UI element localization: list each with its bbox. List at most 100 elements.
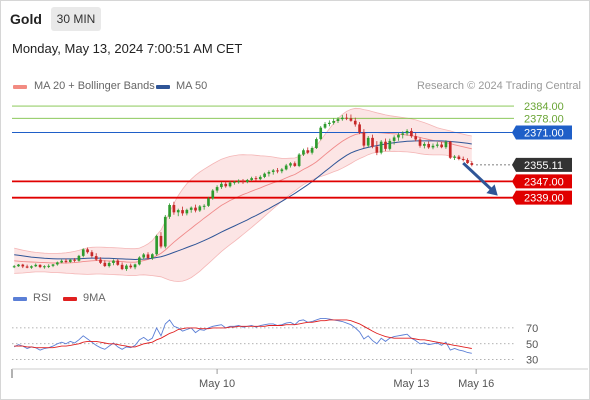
candle-body (427, 143, 431, 148)
legend-label-9ma: 9MA (83, 292, 106, 304)
candle-body (94, 256, 98, 260)
time-axis-label: May 10 (199, 378, 235, 390)
candle-body (310, 148, 314, 153)
rsi-tick-label-50: 50 (526, 339, 538, 351)
candle-body (189, 207, 193, 210)
candle-body (77, 255, 81, 261)
candle-body (466, 160, 469, 164)
candle-body (81, 249, 85, 256)
candle-body (444, 141, 448, 148)
legend-swatch-9ma (63, 297, 77, 301)
candle-body (12, 266, 16, 268)
legend-label-rsi: RSI (33, 292, 52, 304)
rsi-tick-label-30: 30 (526, 355, 538, 367)
timeframe-button[interactable]: 30 MIN (51, 7, 101, 31)
candle-body (129, 265, 133, 268)
candle-body (340, 117, 344, 120)
legend-label-ma50: MA 50 (176, 80, 208, 92)
bollinger-lower-line (14, 150, 472, 282)
rsi-9ma-line (14, 319, 472, 349)
candle-body (73, 259, 76, 261)
candle-body (60, 260, 63, 263)
candle-body (379, 141, 383, 153)
ma20-line (14, 131, 472, 264)
candle-body (302, 150, 305, 155)
candle-body (435, 144, 439, 146)
candle-body (414, 136, 418, 140)
candle-body (280, 169, 284, 172)
candle-body (319, 127, 323, 140)
candle-body (116, 260, 120, 265)
level-label-2347-00: 2347.00 (524, 176, 564, 188)
timestamp: Monday, May 13, 2024 7:00:51 AM CET (12, 41, 243, 56)
candle-body (258, 176, 262, 180)
candle-body (168, 205, 171, 217)
candle-body (51, 264, 55, 266)
level-label-2339-00: 2339.00 (524, 193, 564, 205)
level-label-2378-00: 2378.00 (524, 113, 564, 125)
candle-body (233, 181, 236, 183)
candle-body (453, 156, 456, 158)
candle-body (224, 183, 228, 187)
candle-body (207, 198, 210, 206)
projection-arrow-shaft (462, 161, 495, 193)
candle-body (457, 156, 461, 160)
rsi-tick-label-70: 70 (526, 323, 538, 335)
candle-body (155, 235, 158, 255)
candle-body (172, 205, 176, 213)
candle-body (211, 190, 215, 199)
candle-body (267, 172, 271, 174)
candle-body (362, 132, 366, 146)
candle-body (384, 141, 387, 149)
candle-body (423, 143, 426, 146)
candle-body (349, 118, 353, 121)
candle-body (146, 254, 150, 259)
candle-body (289, 163, 292, 166)
candle-body (271, 170, 275, 173)
candle-body (107, 262, 111, 267)
candle-body (90, 252, 94, 257)
candle-body (120, 264, 124, 270)
candle-body (315, 139, 318, 149)
candle-body (30, 266, 33, 268)
legend-swatch-rsi (13, 297, 27, 301)
candle-body (328, 122, 331, 125)
candle-body (34, 264, 38, 267)
candle-body (448, 141, 452, 158)
candle-body (86, 249, 89, 253)
legend-swatch-ma20 (13, 85, 27, 89)
candle-body (353, 120, 357, 125)
candle-body (431, 145, 435, 148)
candle-body (138, 257, 141, 265)
candle-body (43, 266, 46, 268)
level-tag-2339-00 (512, 190, 572, 205)
candle-body (284, 165, 288, 170)
candle-body (125, 265, 128, 270)
candle-body (181, 210, 184, 214)
candle-body (55, 262, 59, 265)
candle-body (185, 209, 189, 214)
candle-body (241, 181, 245, 183)
candle-body (142, 254, 146, 258)
candle-body (64, 260, 68, 262)
candle-body (336, 119, 340, 121)
level-tag-2347-00 (512, 174, 572, 189)
candle-body (410, 130, 413, 137)
candle-body (25, 266, 29, 268)
legend-swatch-ma50 (156, 85, 170, 89)
candle-body (250, 178, 253, 180)
candle-body (202, 205, 206, 207)
candle-body (21, 264, 25, 267)
candle-body (405, 130, 409, 134)
legend-label-ma20: MA 20 + Bollinger Bands (34, 80, 155, 92)
research-credit: Research © 2024 Trading Central (416, 80, 581, 92)
candle-body (375, 146, 379, 153)
level-label-2355-11: 2355.11 (524, 160, 563, 172)
candle-body (345, 117, 348, 119)
candle-body (388, 140, 392, 149)
candle-body (133, 264, 137, 268)
candle-body (366, 137, 370, 146)
candle-body (215, 187, 219, 191)
candle-body (470, 163, 474, 165)
